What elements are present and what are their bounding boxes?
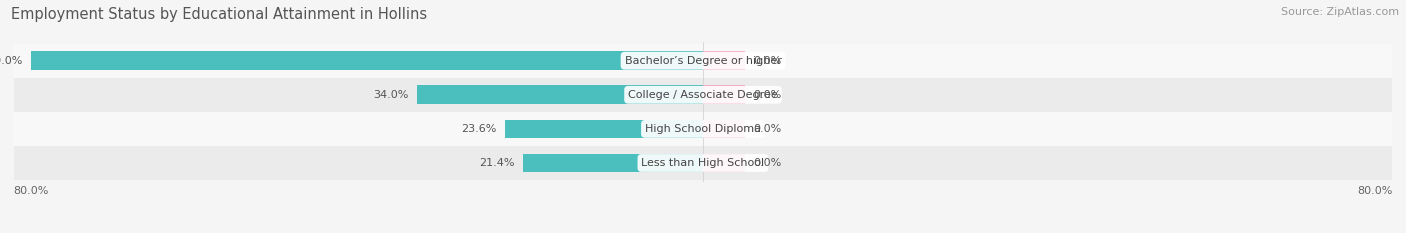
Bar — [14, 44, 1392, 78]
Text: 80.0%: 80.0% — [0, 56, 22, 66]
Text: Employment Status by Educational Attainment in Hollins: Employment Status by Educational Attainm… — [11, 7, 427, 22]
Text: 23.6%: 23.6% — [461, 124, 496, 134]
Text: Less than High School: Less than High School — [641, 158, 765, 168]
Bar — [14, 112, 1392, 146]
Text: 0.0%: 0.0% — [754, 158, 782, 168]
Bar — [703, 51, 745, 70]
Text: 0.0%: 0.0% — [754, 124, 782, 134]
Text: College / Associate Degree: College / Associate Degree — [628, 90, 778, 100]
Bar — [703, 154, 745, 172]
Bar — [31, 51, 703, 70]
Text: High School Diploma: High School Diploma — [645, 124, 761, 134]
Bar — [14, 146, 1392, 180]
Text: 21.4%: 21.4% — [479, 158, 515, 168]
Bar — [14, 78, 1392, 112]
Bar — [703, 120, 745, 138]
Bar — [703, 86, 745, 104]
Text: 0.0%: 0.0% — [754, 56, 782, 66]
Text: 0.0%: 0.0% — [754, 90, 782, 100]
Bar — [418, 86, 703, 104]
Text: Source: ZipAtlas.com: Source: ZipAtlas.com — [1281, 7, 1399, 17]
Text: Bachelor’s Degree or higher: Bachelor’s Degree or higher — [624, 56, 782, 66]
Text: 34.0%: 34.0% — [374, 90, 409, 100]
Bar — [523, 154, 703, 172]
Bar — [505, 120, 703, 138]
